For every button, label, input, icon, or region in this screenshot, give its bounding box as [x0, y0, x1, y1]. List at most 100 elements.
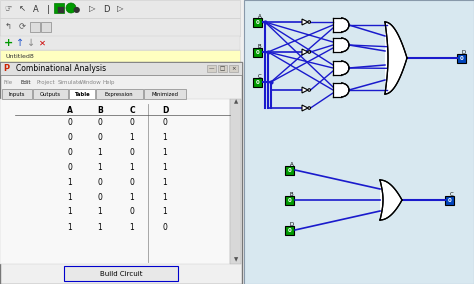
FancyBboxPatch shape: [33, 89, 68, 99]
Text: Outputs: Outputs: [40, 91, 61, 97]
FancyBboxPatch shape: [69, 89, 95, 99]
Text: 0: 0: [288, 228, 292, 233]
Polygon shape: [341, 38, 349, 52]
Text: Minimized: Minimized: [152, 91, 179, 97]
FancyBboxPatch shape: [333, 18, 341, 32]
Polygon shape: [302, 19, 308, 25]
Text: P: P: [3, 64, 9, 73]
Polygon shape: [302, 49, 308, 55]
Text: ↰: ↰: [4, 22, 11, 32]
Circle shape: [308, 89, 310, 91]
Text: 0: 0: [98, 133, 102, 141]
Text: 1: 1: [163, 147, 167, 156]
Text: +: +: [3, 38, 13, 48]
Circle shape: [308, 51, 310, 53]
Text: —: —: [209, 66, 214, 71]
Text: |: |: [46, 5, 49, 14]
FancyBboxPatch shape: [96, 89, 143, 99]
Text: ■: ■: [56, 5, 64, 14]
FancyBboxPatch shape: [254, 18, 263, 26]
FancyBboxPatch shape: [2, 89, 32, 99]
FancyBboxPatch shape: [457, 53, 466, 62]
Text: Edit: Edit: [20, 80, 30, 85]
Polygon shape: [341, 61, 349, 75]
Circle shape: [66, 3, 76, 13]
Text: D: D: [103, 5, 109, 14]
FancyBboxPatch shape: [0, 18, 240, 36]
FancyBboxPatch shape: [229, 65, 238, 72]
Polygon shape: [341, 18, 349, 32]
Text: 0: 0: [256, 20, 260, 25]
Text: 0: 0: [68, 118, 73, 126]
FancyBboxPatch shape: [333, 38, 341, 52]
FancyBboxPatch shape: [64, 266, 178, 281]
Text: C: C: [258, 74, 262, 79]
Text: D: D: [462, 50, 466, 55]
FancyBboxPatch shape: [230, 99, 241, 264]
Text: 0: 0: [129, 178, 135, 187]
Text: Build Circuit: Build Circuit: [100, 270, 142, 277]
FancyBboxPatch shape: [0, 0, 240, 18]
FancyBboxPatch shape: [0, 62, 242, 284]
Text: Combinational Analysis: Combinational Analysis: [16, 64, 106, 73]
Circle shape: [308, 107, 310, 109]
FancyBboxPatch shape: [30, 22, 40, 32]
Text: ✕: ✕: [38, 39, 46, 47]
Text: Simulate: Simulate: [58, 80, 82, 85]
FancyBboxPatch shape: [54, 3, 64, 13]
Text: Help: Help: [102, 80, 115, 85]
FancyBboxPatch shape: [0, 50, 240, 62]
Text: ●: ●: [73, 5, 80, 14]
FancyBboxPatch shape: [144, 89, 186, 99]
Text: ×: ×: [231, 66, 236, 71]
Text: 0: 0: [256, 80, 260, 85]
Text: 1: 1: [163, 162, 167, 172]
Text: 0: 0: [163, 118, 167, 126]
Text: 1: 1: [98, 208, 102, 216]
FancyBboxPatch shape: [333, 83, 341, 97]
Text: D: D: [162, 105, 168, 114]
Text: □: □: [220, 66, 225, 71]
Text: 1: 1: [163, 178, 167, 187]
Polygon shape: [385, 22, 407, 94]
FancyBboxPatch shape: [446, 195, 455, 204]
Text: C: C: [450, 192, 454, 197]
Text: 0: 0: [448, 198, 452, 203]
Text: ⟳: ⟳: [18, 22, 26, 32]
Text: ↓: ↓: [27, 38, 35, 48]
Text: 1: 1: [98, 162, 102, 172]
Polygon shape: [302, 87, 308, 93]
FancyBboxPatch shape: [207, 65, 216, 72]
Text: 1: 1: [129, 133, 134, 141]
Text: 1: 1: [98, 147, 102, 156]
Text: Untitled8: Untitled8: [5, 53, 34, 59]
Polygon shape: [341, 83, 349, 97]
Text: Window: Window: [80, 80, 102, 85]
FancyBboxPatch shape: [285, 166, 294, 174]
FancyBboxPatch shape: [285, 195, 294, 204]
FancyBboxPatch shape: [333, 61, 341, 75]
Text: Table: Table: [74, 91, 90, 97]
Text: Expression: Expression: [105, 91, 133, 97]
Text: 0: 0: [288, 198, 292, 203]
Text: 0: 0: [163, 222, 167, 231]
Text: 1: 1: [129, 222, 134, 231]
FancyBboxPatch shape: [0, 99, 230, 264]
Text: 1: 1: [68, 222, 73, 231]
Text: 0: 0: [256, 50, 260, 55]
Text: 1: 1: [68, 208, 73, 216]
Text: B: B: [290, 192, 293, 197]
Text: 0: 0: [68, 147, 73, 156]
Text: A: A: [33, 5, 39, 14]
FancyBboxPatch shape: [218, 65, 227, 72]
Text: 1: 1: [163, 133, 167, 141]
Circle shape: [308, 21, 310, 23]
FancyBboxPatch shape: [0, 36, 240, 50]
Text: B: B: [97, 105, 103, 114]
Text: 0: 0: [129, 147, 135, 156]
Text: ↖: ↖: [18, 5, 26, 14]
Text: ▼: ▼: [234, 258, 238, 262]
Polygon shape: [380, 180, 402, 220]
Text: C: C: [129, 105, 135, 114]
Text: 1: 1: [129, 162, 134, 172]
